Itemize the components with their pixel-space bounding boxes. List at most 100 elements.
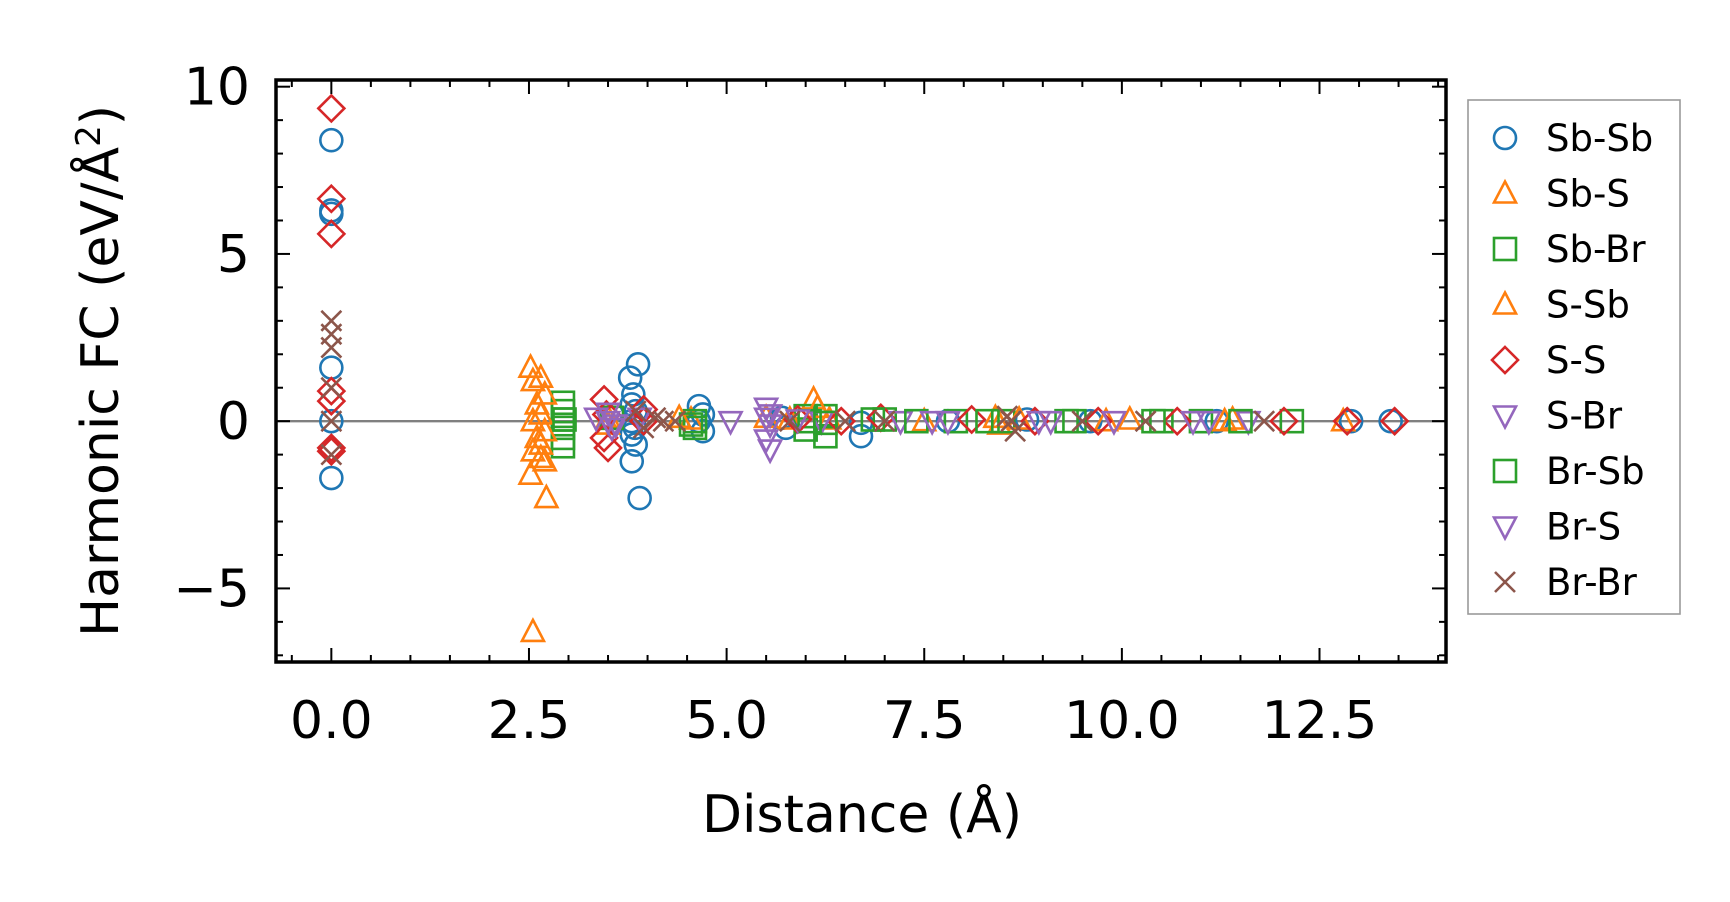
data-point-s-s [316, 219, 347, 249]
data-point-sb-sb [1014, 407, 1040, 432]
data-point-br-s [919, 410, 946, 436]
data-point-sb-sb [1204, 408, 1230, 434]
y-tick-label: 10 [184, 58, 250, 118]
legend-label-sb-s: Sb-S [1546, 173, 1630, 216]
legend-marker-br-s [1491, 516, 1519, 542]
data-point-s-s [593, 433, 623, 463]
data-point-br-sb [1062, 408, 1087, 434]
data-point-s-s [316, 183, 347, 214]
data-point-sb-s [986, 409, 1013, 435]
y-axis-label-close: ) [71, 105, 131, 125]
legend-label-br-sb: Br-Sb [1546, 450, 1645, 493]
y-tick-label: 0 [217, 392, 250, 452]
data-point-sb-sb [319, 201, 344, 227]
data-point-br-br [1253, 410, 1276, 433]
data-point-s-s [316, 433, 347, 463]
data-point-s-s [956, 404, 987, 435]
data-point-s-br [598, 417, 626, 443]
data-point-s-br [1235, 410, 1262, 436]
data-point-s-sb [776, 404, 803, 430]
data-point-s-br [756, 414, 784, 440]
data-point-br-s [583, 407, 610, 433]
data-point-br-s [784, 409, 811, 435]
data-point-br-br [644, 406, 667, 429]
data-point-br-s [602, 414, 630, 440]
plot-area: 0.0 2.5 5.0 7.5 10.0 12.5 −5 0 5 10 [173, 58, 1448, 751]
data-point-s-sb [531, 379, 558, 405]
data-point-br-br [624, 400, 647, 423]
data-point-s-sb [527, 443, 554, 469]
data-point-br-br [320, 376, 343, 399]
data-point-sb-sb [319, 465, 344, 491]
legend-marker-sb-br [1492, 236, 1518, 262]
data-point-br-br [1004, 420, 1027, 443]
data-point-sb-sb [627, 485, 652, 511]
data-point-br-sb [813, 410, 838, 436]
data-point-s-sb [1092, 406, 1120, 432]
legend-marker-sb-sb [1492, 125, 1518, 151]
data-point-s-sb [804, 392, 831, 419]
data-point-br-sb [904, 408, 929, 434]
data-point-br-br [320, 336, 343, 359]
data-point-sb-br [1279, 408, 1305, 434]
legend-label-s-br: S-Br [1546, 395, 1623, 438]
data-point-br-br [664, 410, 687, 433]
data-point-sb-sb [319, 408, 344, 434]
data-point-sb-sb [617, 365, 643, 390]
x-tick-label: 7.5 [883, 691, 966, 751]
data-point-s-sb [531, 446, 558, 472]
legend-label-sb-br: Sb-Br [1546, 228, 1646, 271]
legend-label-s-s: S-S [1546, 339, 1606, 382]
data-point-s-s [316, 376, 347, 406]
data-point-s-sb [527, 362, 554, 388]
y-axis-label: Harmonic FC (eV/Å2) [69, 105, 131, 637]
data-point-br-br [320, 410, 343, 433]
x-axis-label: Distance (Å) [702, 783, 1022, 845]
data-point-br-br [873, 410, 896, 433]
data-point-br-br [778, 410, 801, 433]
data-point-br-br [1134, 410, 1157, 433]
legend-marker-br-br [1494, 571, 1516, 593]
y-axis-label-sup: 2 [69, 125, 109, 147]
data-point-s-sb [527, 429, 554, 455]
data-point-s-s [1332, 406, 1363, 437]
data-point-s-sb [533, 483, 560, 509]
data-point-s-s [589, 423, 619, 453]
data-point-br-sb [1228, 408, 1253, 434]
data-point-s-br [756, 439, 784, 465]
x-tick-label: 2.5 [488, 691, 571, 751]
x-tick-label: 10.0 [1064, 691, 1180, 751]
data-point-br-sb [975, 408, 1000, 434]
data-point-sb-sb [623, 432, 648, 457]
data-point-br-sb [552, 407, 577, 432]
legend-marker-s-s [1490, 345, 1520, 375]
data-point-s-s [316, 93, 347, 124]
data-point-sb-sb [319, 355, 344, 380]
data-point-s-s [1379, 406, 1410, 437]
y-axis-label-main: Harmonic FC (eV/Å [69, 146, 131, 637]
legend-marker-br-sb [1492, 458, 1518, 484]
data-point-sb-sb [319, 127, 344, 153]
data-point-sb-sb [625, 352, 651, 377]
data-point-s-s [628, 406, 659, 437]
x-tick-label: 0.0 [290, 691, 373, 751]
data-point-br-sb [1141, 408, 1166, 434]
data-point-sb-br [550, 433, 576, 459]
data-point-br-s [1100, 410, 1128, 436]
data-point-br-s [756, 404, 784, 430]
y-tick-label: −5 [173, 559, 250, 619]
data-point-sb-sb [1338, 408, 1364, 434]
data-point-br-br [834, 410, 857, 433]
data-point-sb-br [943, 408, 969, 434]
legend-marker-sb-s [1491, 178, 1519, 204]
data-point-sb-sb [619, 449, 645, 474]
data-point-s-br [717, 410, 744, 436]
data-point-s-br [934, 410, 962, 436]
legend-marker-s-br [1491, 405, 1519, 431]
x-tick-label: 5.0 [685, 691, 768, 751]
data-point-br-br [320, 443, 343, 466]
data-point-sb-br [990, 408, 1016, 434]
legend-label-br-br: Br-Br [1546, 561, 1638, 604]
data-point-sb-s [519, 366, 547, 392]
